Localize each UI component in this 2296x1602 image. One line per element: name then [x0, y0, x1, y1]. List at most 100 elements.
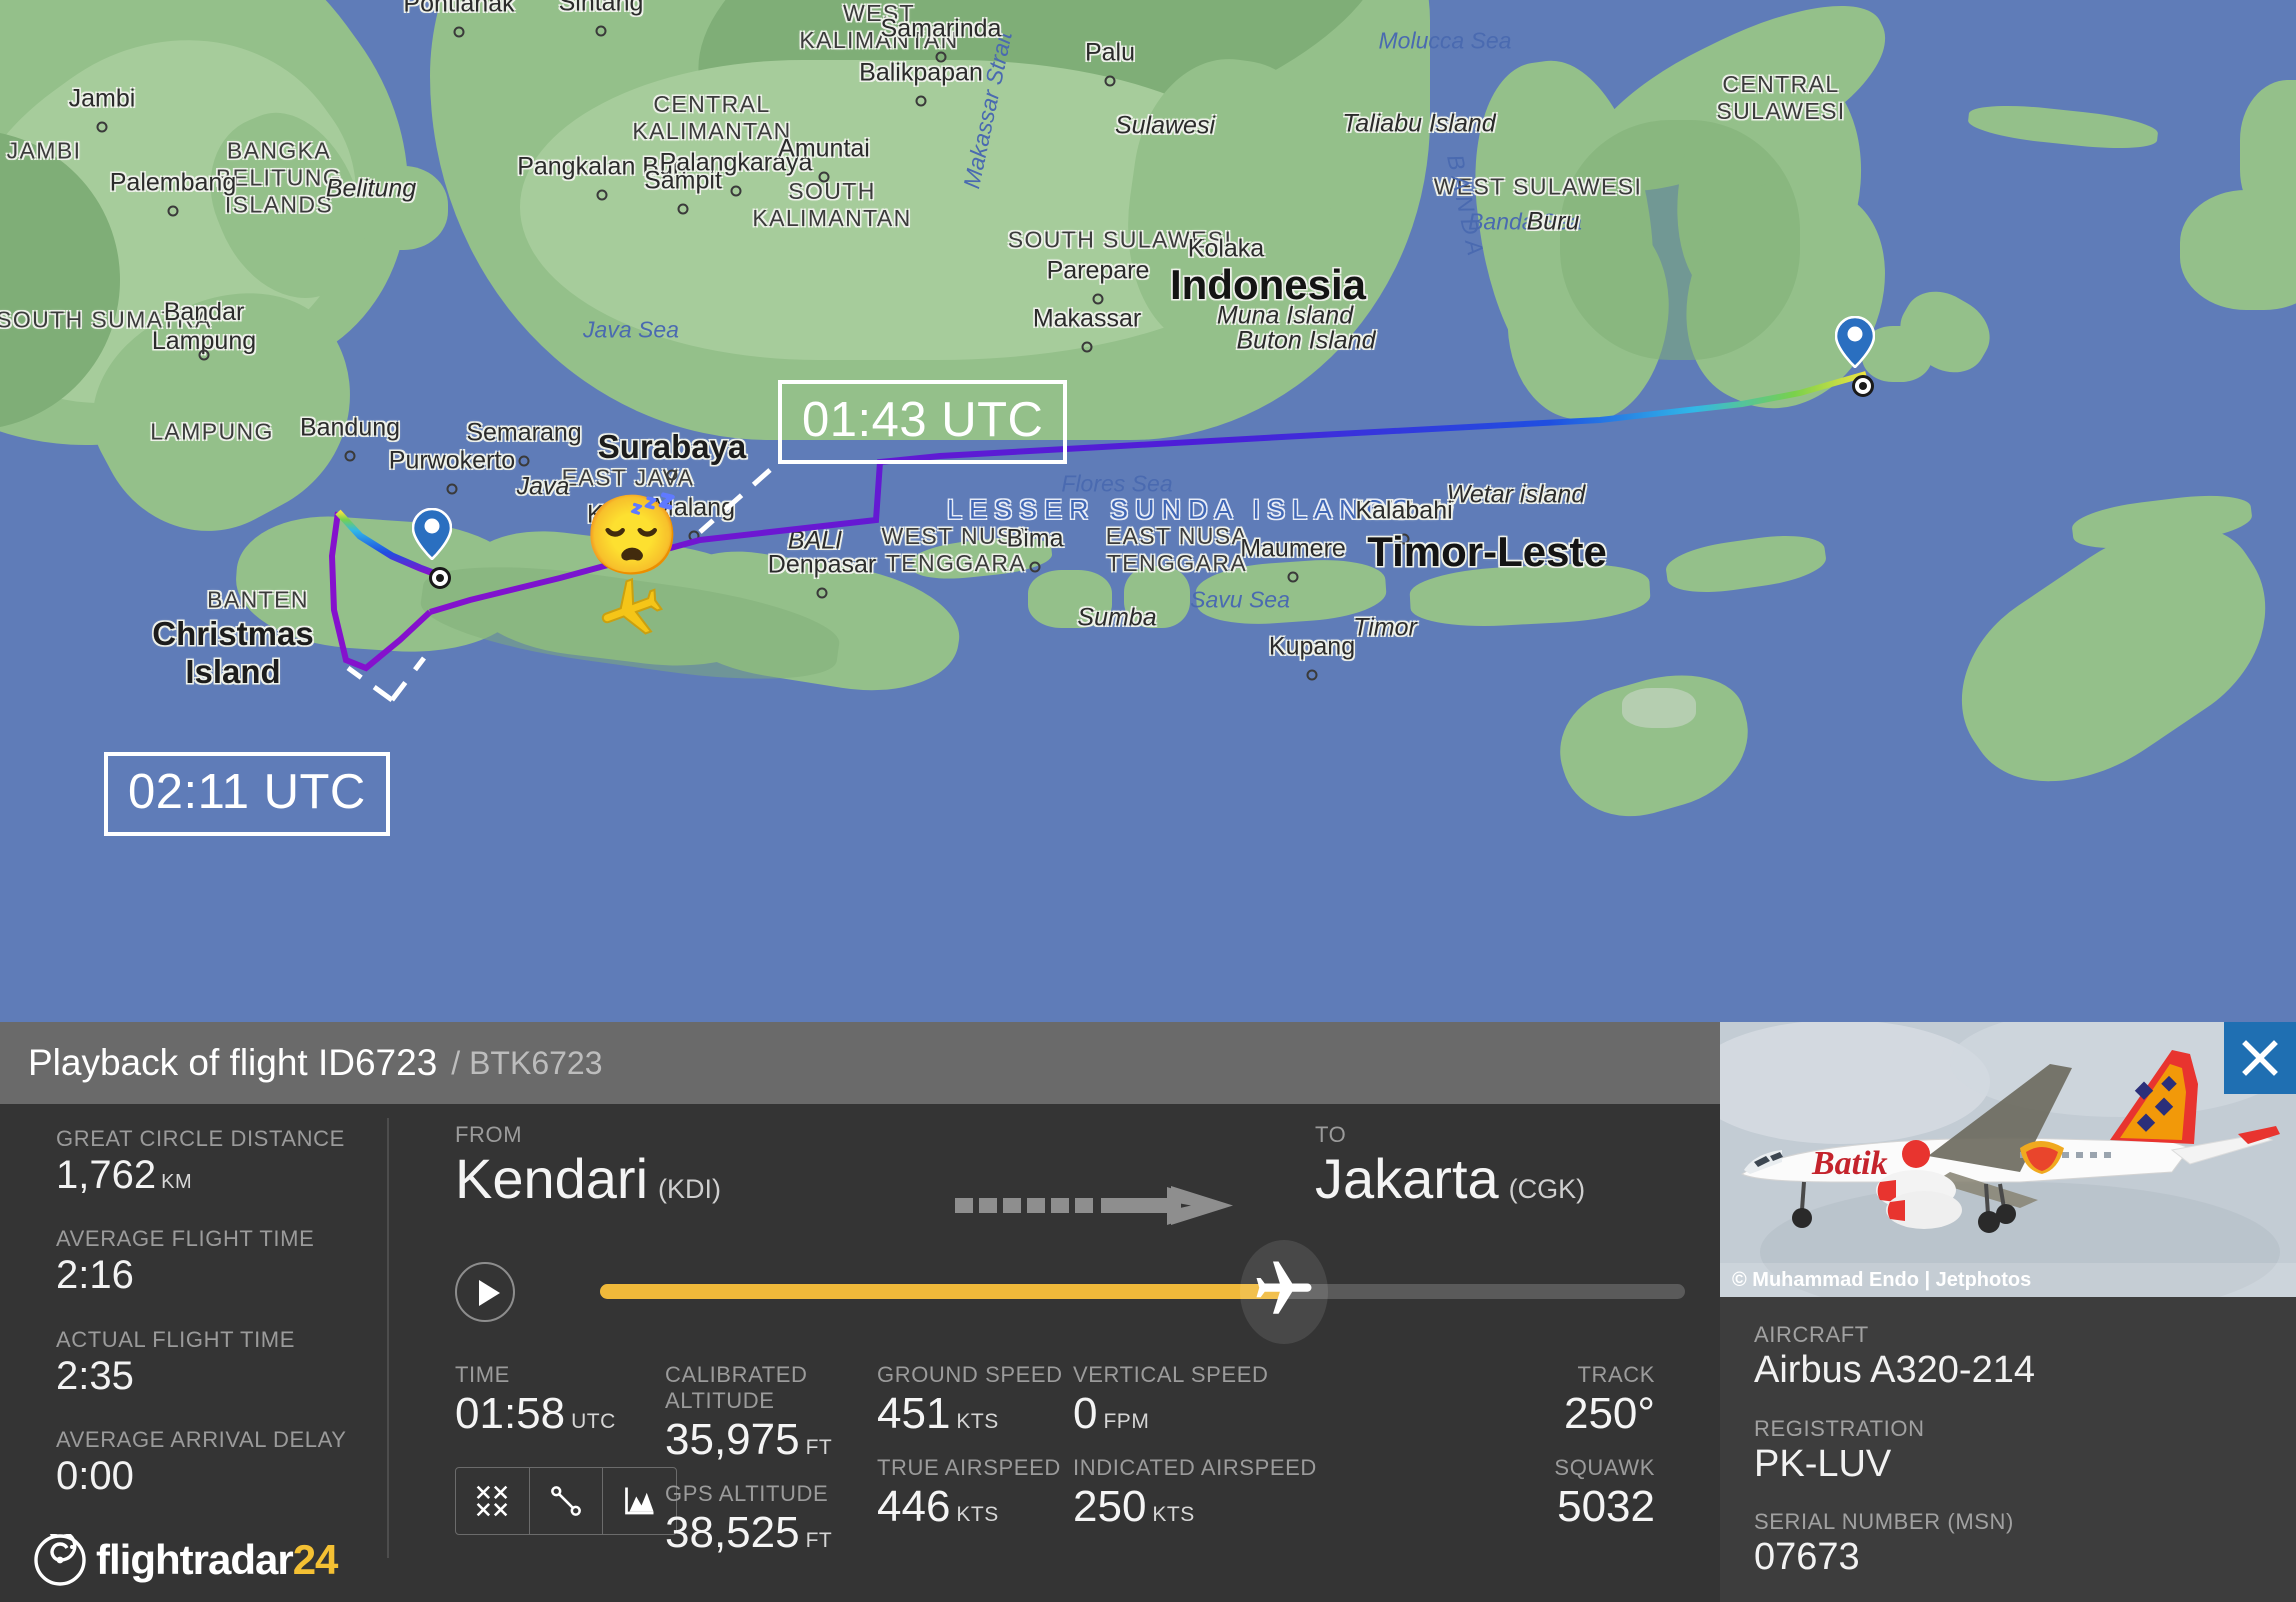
origin-city-name: Kendari	[455, 1147, 649, 1210]
map-aircraft-icon[interactable]	[595, 573, 665, 643]
vertical-speed-unit: FPM	[1103, 1410, 1150, 1433]
map-city-dot	[453, 26, 465, 38]
playback-controls	[455, 1240, 1685, 1344]
airport-marker-dot	[1859, 382, 1867, 390]
ground-speed-unit: KTS	[956, 1410, 999, 1433]
calibrated-altitude-label: CALIBRATED ALTITUDE	[665, 1362, 808, 1413]
origin-block: FROM Kendari (KDI)	[455, 1122, 721, 1210]
calibrated-altitude-number: 35,975	[665, 1415, 800, 1464]
playback-slider-thumb[interactable]	[1251, 1256, 1317, 1322]
map-city-dot	[730, 185, 742, 197]
collapse-button[interactable]	[456, 1468, 529, 1534]
map-city-dot	[816, 587, 828, 599]
map-city-dot	[666, 469, 678, 481]
aircraft-field-value: PK-LUV	[1754, 1442, 1892, 1485]
gps-altitude-block: GPS ALTITUDE 38,525 FT	[665, 1481, 877, 1558]
squawk-value: 5032	[1557, 1482, 1655, 1532]
page-title: Playback of flight ID6723	[28, 1042, 438, 1083]
telemetry-col-time: TIME 01:58 UTC	[455, 1362, 677, 1535]
aircraft-info-panel: Batik	[1720, 1022, 2296, 1602]
map-city-dot	[596, 189, 608, 201]
destination-city[interactable]: Jakarta (CGK)	[1315, 1148, 1585, 1210]
origin-airport-code: (KDI)	[658, 1174, 722, 1204]
aircraft-field-label: SERIAL NUMBER (MSN)	[1754, 1509, 2014, 1535]
radar-icon	[34, 1534, 86, 1586]
stat-value: 0:00	[56, 1454, 134, 1499]
time-label: TIME	[455, 1362, 510, 1387]
landmass-bali	[1028, 570, 1112, 628]
stat-block: ACTUAL FLIGHT TIME 2:35	[56, 1327, 386, 1399]
vertical-divider	[387, 1118, 389, 1558]
aircraft-photo[interactable]: Batik	[1720, 1022, 2296, 1297]
ground-speed-value: 451 KTS	[877, 1388, 1082, 1439]
true-airspeed-value: 446 KTS	[877, 1481, 1082, 1532]
time-unit: UTC	[571, 1410, 616, 1433]
map-pin-icon	[1834, 315, 1876, 369]
telemetry-col-vertical: VERTICAL SPEED 0 FPM INDICATED AIRSPEED 2…	[1073, 1362, 1363, 1532]
playback-slider-track[interactable]	[600, 1240, 1685, 1344]
landmass-sulawesi-mountains	[1560, 120, 1800, 360]
map-city-dot	[518, 455, 530, 467]
indicated-airspeed-block: INDICATED AIRSPEED 250 KTS	[1073, 1455, 1363, 1532]
calibrated-altitude-value: 35,975 FT	[665, 1414, 877, 1465]
map-canvas[interactable]: JAMBI SOUTH SUMATRA BANGKA BELITUNG ISLANDS L…	[0, 0, 2296, 1022]
route-path-icon	[551, 1486, 581, 1516]
destination-airport-code: (CGK)	[1508, 1174, 1586, 1204]
altitude-chart-icon	[624, 1487, 654, 1515]
stat-block: AVERAGE ARRIVAL DELAY 0:00	[56, 1427, 386, 1499]
telemetry-row: TIME 01:58 UTC	[455, 1362, 1695, 1592]
map-city-dot	[1306, 669, 1318, 681]
origin-city[interactable]: Kendari (KDI)	[455, 1148, 721, 1210]
landmass-lombok	[1124, 566, 1190, 628]
squawk-label: SQUAWK	[1554, 1455, 1655, 1481]
aircraft-fields: AIRCRAFT Airbus A320-214 REGISTRATION PK-LU…	[1754, 1322, 2254, 1602]
panel-body: GREAT CIRCLE DISTANCE 1,762 KM AVERAGE FLIG…	[0, 1104, 1720, 1602]
map-city-dot	[1092, 293, 1104, 305]
airport-pin-kendari[interactable]	[1834, 315, 1876, 369]
airport-pin-jakarta[interactable]	[411, 507, 453, 561]
gps-altitude-number: 38,525	[665, 1508, 800, 1558]
flightradar24-logo[interactable]: flightradar24	[34, 1530, 338, 1590]
landmass-banda-arc	[2240, 80, 2296, 230]
aircraft-field: SERIAL NUMBER (MSN) 07673	[1754, 1509, 2254, 1581]
close-button[interactable]	[2224, 1022, 2296, 1094]
callout-time-arrival-point: 02:11 UTC	[104, 752, 390, 836]
altitude-chart-button[interactable]	[602, 1468, 676, 1534]
map-city-dot	[1104, 75, 1116, 87]
map-city-dot	[198, 349, 210, 361]
true-airspeed-block: TRUE AIRSPEED 446 KTS	[877, 1455, 1082, 1532]
stat-block: GREAT CIRCLE DISTANCE 1,762 KM	[56, 1126, 386, 1198]
track-value: 250°	[1563, 1389, 1655, 1438]
map-city-dot	[446, 483, 458, 495]
calibrated-altitude-unit: FT	[805, 1436, 833, 1459]
time-value: 01:58 UTC	[455, 1388, 665, 1439]
play-icon	[479, 1280, 500, 1306]
destination-label: TO	[1315, 1122, 1347, 1147]
true-airspeed-unit: KTS	[956, 1503, 999, 1527]
route-row: FROM Kendari (KDI)	[455, 1122, 1685, 1240]
map-city-dot	[344, 450, 356, 462]
route-view-button[interactable]	[528, 1468, 603, 1534]
close-icon	[2242, 1040, 2278, 1076]
time-number: 01:58	[455, 1389, 566, 1438]
squawk-block: SQUAWK 5032	[1455, 1455, 1655, 1532]
map-city-dot	[677, 203, 689, 215]
logo-text: flightradar24	[96, 1536, 338, 1583]
indicated-airspeed-unit: KTS	[1152, 1503, 1195, 1527]
indicated-airspeed-number: 250	[1073, 1482, 1147, 1532]
true-airspeed-number: 446	[877, 1482, 951, 1532]
map-city-dot	[1398, 533, 1410, 545]
ground-speed-number: 451	[877, 1389, 951, 1438]
play-button[interactable]	[455, 1262, 515, 1322]
map-city-dot	[613, 537, 625, 549]
vertical-speed-number: 0	[1073, 1389, 1098, 1438]
stat-value: 2:16	[56, 1253, 134, 1298]
aircraft-field-value: 07673	[1754, 1536, 1860, 1579]
airport-marker-ring	[429, 567, 451, 589]
svg-text:Batik: Batik	[1811, 1145, 1888, 1182]
flight-callsign: / BTK6723	[451, 1044, 603, 1081]
photo-credit: © Muhammad Endo | Jetphotos	[1720, 1263, 2296, 1297]
stat-value: 1,762 KM	[56, 1153, 193, 1197]
aircraft-field: REGISTRATION PK-LUV	[1754, 1416, 2254, 1488]
